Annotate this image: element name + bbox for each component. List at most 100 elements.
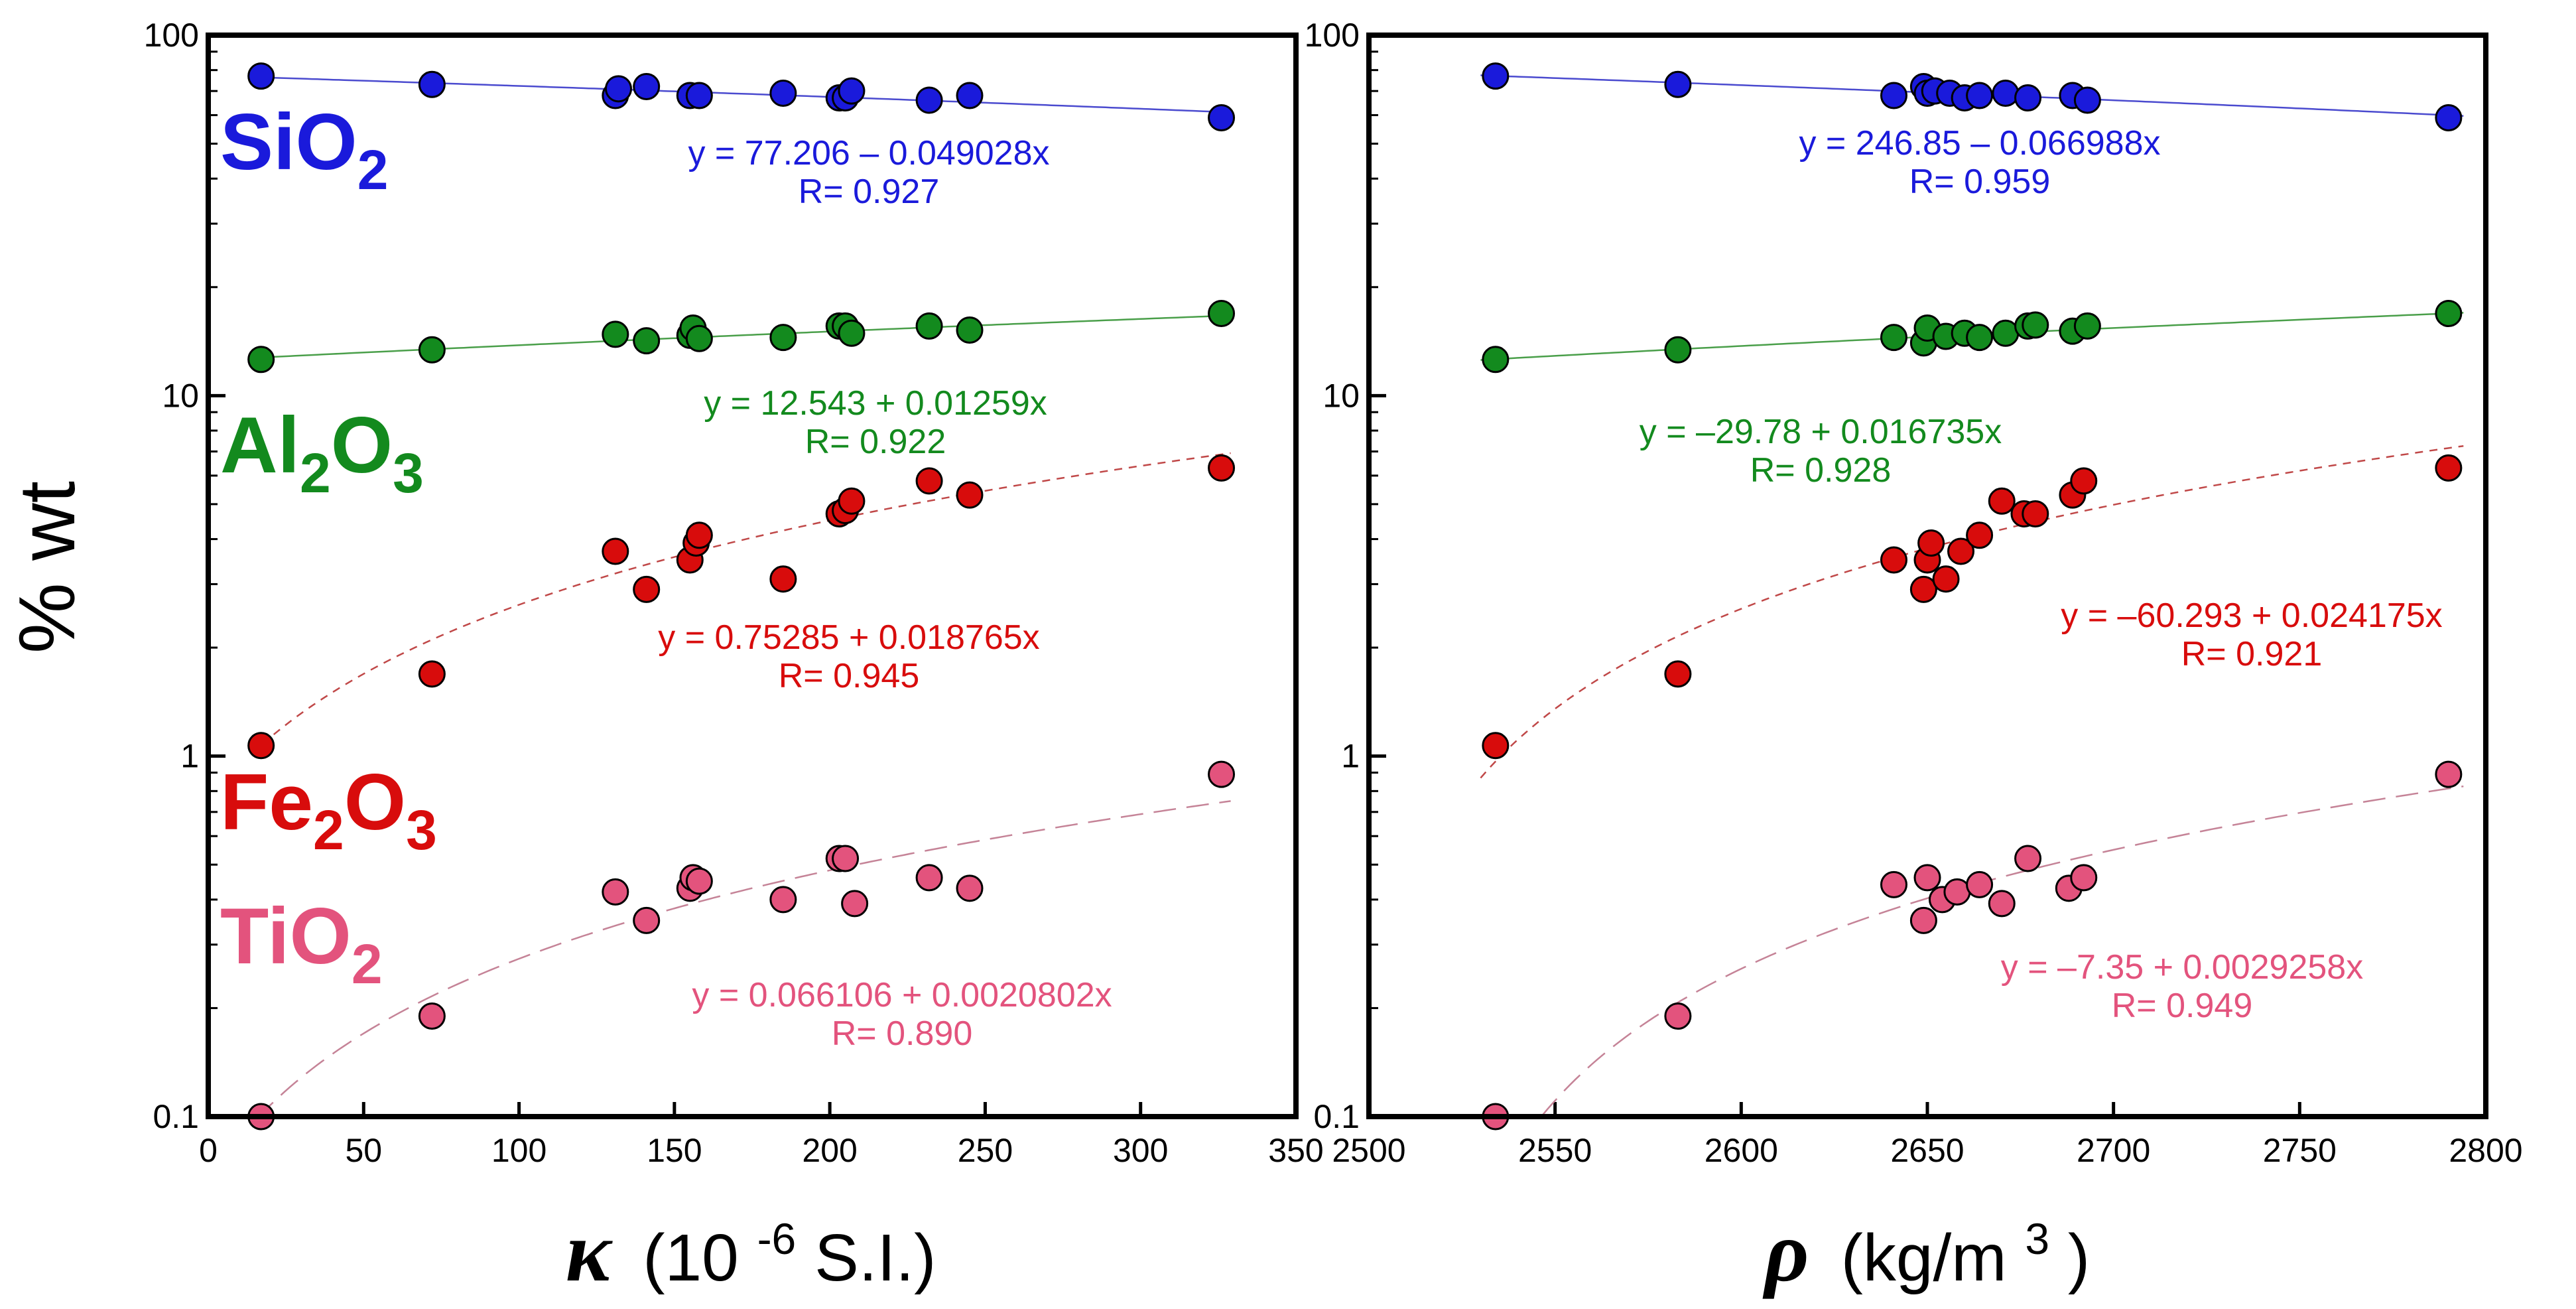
left-fit-equation-fe2o3: y = 0.75285 + 0.018765x xyxy=(658,618,1039,657)
right-x-tick-label: 2750 xyxy=(2263,1132,2337,1169)
data-point-al2o3 xyxy=(1482,346,1510,374)
kappa-units: (10 xyxy=(643,1221,739,1295)
data-point-al2o3 xyxy=(1966,324,1994,352)
data-point-al2o3 xyxy=(602,320,629,348)
data-point-tio2 xyxy=(1208,760,1236,788)
data-point-sio2 xyxy=(1482,62,1510,90)
left-data-points xyxy=(247,62,1236,1131)
right-x-tick-label: 2550 xyxy=(1518,1132,1592,1169)
left-x-tick-label: 250 xyxy=(958,1132,1013,1169)
left-fit-line-al2o3 xyxy=(251,314,1231,359)
data-point-fe2o3 xyxy=(1482,732,1510,760)
data-point-tio2 xyxy=(2435,760,2463,788)
data-point-sio2 xyxy=(769,80,797,107)
left-axes: 0 50 100 150 200 250 300 350 0.1 1 10 100 xyxy=(144,17,1324,1169)
data-point-al2o3 xyxy=(2022,311,2049,339)
right-x-tick-label: 2600 xyxy=(1705,1132,1778,1169)
right-x-tick-label: 2650 xyxy=(1890,1132,1964,1169)
data-point-fe2o3 xyxy=(2070,467,2098,495)
data-point-fe2o3 xyxy=(956,481,984,509)
data-point-fe2o3 xyxy=(247,732,275,760)
data-point-fe2o3 xyxy=(1966,521,1994,549)
data-point-sio2 xyxy=(418,70,446,98)
data-point-sio2 xyxy=(1880,82,1907,109)
data-point-tio2 xyxy=(1988,890,2016,918)
left-fit-r-sio2: R= 0.927 xyxy=(799,172,940,211)
left-x-tick-label: 150 xyxy=(647,1132,702,1169)
data-point-sio2 xyxy=(633,73,661,101)
data-point-tio2 xyxy=(1880,870,1907,898)
right-fit-line-tio2 xyxy=(1541,785,2464,1117)
left-x-tick-label: 100 xyxy=(491,1132,547,1169)
data-point-sio2 xyxy=(2435,104,2463,132)
left-fit-r-fe2o3: R= 0.945 xyxy=(779,657,920,695)
data-point-al2o3 xyxy=(685,324,713,352)
data-point-sio2 xyxy=(2073,86,2101,114)
data-point-tio2 xyxy=(602,878,629,906)
data-point-fe2o3 xyxy=(602,537,629,565)
data-point-sio2 xyxy=(1208,104,1236,132)
data-point-tio2 xyxy=(2014,845,2042,872)
data-point-sio2 xyxy=(1992,80,2020,107)
data-point-fe2o3 xyxy=(1947,537,1975,565)
left-y-tick-label: 0.1 xyxy=(153,1098,199,1135)
right-fit-equation-sio2: y = 246.85 – 0.066988x xyxy=(1799,124,2160,163)
data-point-sio2 xyxy=(956,82,984,109)
data-point-fe2o3 xyxy=(915,467,943,495)
data-point-al2o3 xyxy=(1880,324,1907,352)
data-point-fe2o3 xyxy=(1880,546,1907,574)
right-y-tick-label: 1 xyxy=(1341,738,1360,775)
data-point-tio2 xyxy=(1966,870,1994,898)
data-point-fe2o3 xyxy=(2022,500,2049,527)
legend-sio2: SiO2 xyxy=(220,98,388,201)
data-point-al2o3 xyxy=(915,312,943,340)
rho-units-exponent: 3 xyxy=(2025,1214,2049,1263)
left-x-tick-label: 50 xyxy=(345,1132,382,1169)
right-fit-equation-al2o3: y = –29.78 + 0.016735x xyxy=(1640,413,2002,451)
data-point-al2o3 xyxy=(2073,312,2101,340)
left-x-tick-label: 200 xyxy=(802,1132,857,1169)
data-point-tio2 xyxy=(1664,1002,1692,1030)
data-point-al2o3 xyxy=(838,319,866,347)
left-x-tick-label: 350 xyxy=(1268,1132,1323,1169)
data-point-fe2o3 xyxy=(1664,660,1692,688)
data-point-sio2 xyxy=(838,77,866,105)
y-axis-label: % wt xyxy=(3,481,92,654)
data-point-al2o3 xyxy=(633,327,661,355)
legend-fe2o3: Fe2O3 xyxy=(220,758,437,861)
right-data-points xyxy=(1482,62,2463,1131)
data-point-sio2 xyxy=(2014,84,2042,111)
left-fit-line-tio2 xyxy=(256,800,1231,1119)
data-point-fe2o3 xyxy=(1917,529,1945,557)
data-point-tio2 xyxy=(633,906,661,934)
rho-units-end: ) xyxy=(2068,1221,2090,1295)
right-y-tick-label: 0.1 xyxy=(1313,1098,1360,1135)
right-fit-equation-fe2o3: y = –60.293 + 0.024175x xyxy=(2061,596,2442,635)
legend-al2o3: Al2O3 xyxy=(220,401,424,504)
left-fit-r-tio2: R= 0.890 xyxy=(832,1014,973,1053)
data-point-sio2 xyxy=(247,62,275,90)
data-point-al2o3 xyxy=(956,316,984,344)
rho-symbol: ρ xyxy=(1762,1204,1809,1300)
data-point-tio2 xyxy=(915,864,943,892)
legend-tio2: TiO2 xyxy=(220,892,383,995)
data-point-tio2 xyxy=(1943,878,1971,906)
left-fit-equation-tio2: y = 0.066106 + 0.0020802x xyxy=(692,976,1112,1014)
data-point-al2o3 xyxy=(1208,300,1236,328)
right-x-tick-label: 2700 xyxy=(2077,1132,2150,1169)
right-x-tick-label: 2800 xyxy=(2449,1132,2522,1169)
data-point-tio2 xyxy=(2070,864,2098,892)
data-point-al2o3 xyxy=(769,324,797,352)
left-fit-line-sio2 xyxy=(251,76,1231,113)
right-fit-r-fe2o3: R= 0.921 xyxy=(2181,635,2323,673)
data-point-fe2o3 xyxy=(1988,487,2016,515)
right-panel: 2500 2550 2600 2650 2700 2750 2800 0.1 1 10 100 y … xyxy=(1305,17,2523,1300)
data-point-al2o3 xyxy=(1992,319,2020,347)
data-point-tio2 xyxy=(418,1002,446,1030)
right-plot-frame xyxy=(1366,33,2488,1119)
left-fit-equation-al2o3: y = 12.543 + 0.01259x xyxy=(704,384,1047,423)
left-x-tick-label: 0 xyxy=(199,1132,218,1169)
left-x-tick-label: 300 xyxy=(1113,1132,1168,1169)
right-y-tick-label: 10 xyxy=(1322,377,1360,414)
right-fit-r-sio2: R= 0.959 xyxy=(1909,163,2051,201)
